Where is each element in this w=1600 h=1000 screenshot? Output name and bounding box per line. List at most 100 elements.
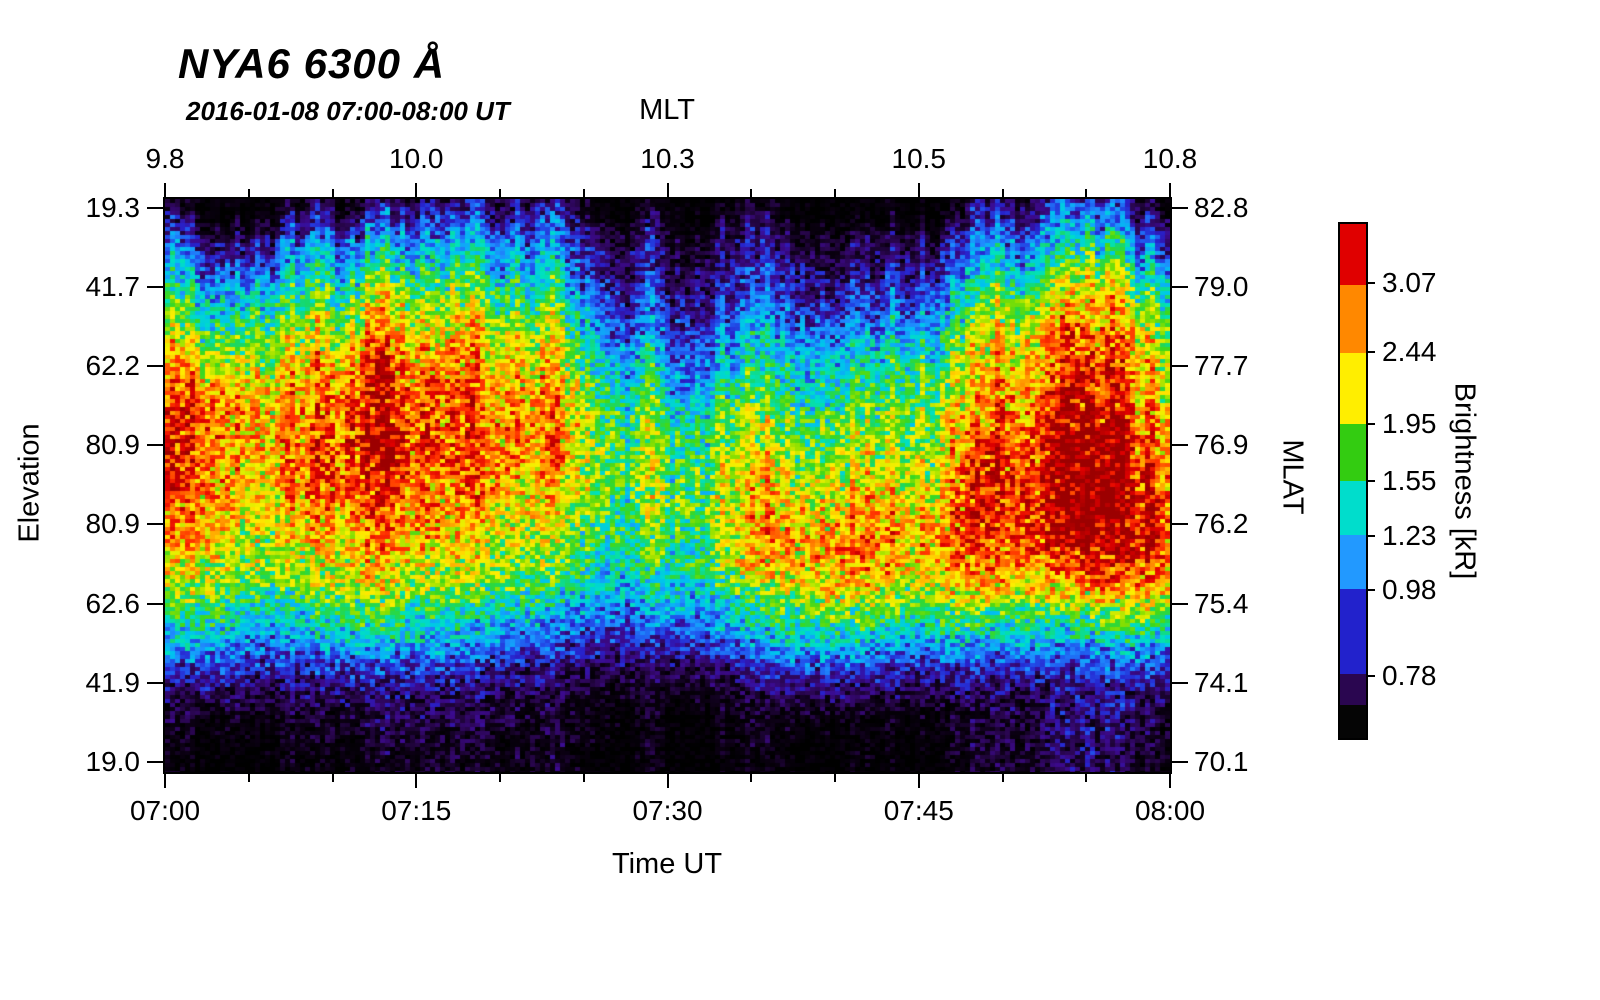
top-axis-minor-tick xyxy=(499,189,501,197)
left-axis-tick-label: 62.6 xyxy=(85,587,141,619)
colorbar-block xyxy=(1340,704,1366,739)
bottom-axis-minor-tick xyxy=(750,774,753,782)
colorbar-block xyxy=(1340,284,1366,354)
left-axis-tick-label: 80.9 xyxy=(85,508,141,540)
colorbar-tick-mark xyxy=(1368,351,1375,354)
bottom-axis-tick-mark xyxy=(1169,774,1171,788)
bottom-axis-minor-tick xyxy=(331,774,334,782)
top-axis-minor-tick xyxy=(582,189,585,197)
left-axis-tick-mark xyxy=(147,681,163,684)
right-axis-tick-mark xyxy=(1172,681,1188,684)
right-axis-tick-label: 77.7 xyxy=(1194,349,1249,381)
colorbar-tick-label: 2.44 xyxy=(1382,336,1437,368)
bottom-axis-minor-tick xyxy=(1001,774,1004,782)
left-axis-tick-mark xyxy=(147,206,163,209)
top-axis-minor-tick xyxy=(247,189,250,197)
colorbar-block xyxy=(1340,224,1366,286)
bottom-axis-minor-tick xyxy=(1085,774,1088,782)
bottom-axis-minor-tick xyxy=(582,774,585,782)
right-axis-tick-label: 76.9 xyxy=(1194,429,1249,461)
colorbar-block xyxy=(1340,674,1366,706)
left-axis-tick-mark xyxy=(147,760,163,763)
top-axis-tick-mark xyxy=(666,183,669,197)
bottom-axis-title: Time UT xyxy=(611,848,723,880)
colorbar-block xyxy=(1340,588,1366,675)
right-axis-tick-mark xyxy=(1172,206,1188,209)
top-axis-tick-label: 10.3 xyxy=(640,143,695,174)
left-axis-tick-label: 41.7 xyxy=(85,270,141,302)
right-axis-tick-label: 82.8 xyxy=(1194,191,1249,223)
colorbar-tick-mark xyxy=(1368,423,1375,426)
colorbar-block xyxy=(1340,424,1366,482)
top-axis-minor-tick xyxy=(1085,189,1088,197)
colorbar-tick-mark xyxy=(1368,674,1375,677)
right-axis-tick-mark xyxy=(1172,523,1188,526)
right-axis-tick-mark xyxy=(1172,760,1188,763)
right-axis-tick-label: 70.1 xyxy=(1194,745,1249,777)
right-axis-tick-label: 74.1 xyxy=(1194,666,1249,698)
left-axis-tick-label: 41.9 xyxy=(85,666,141,698)
left-axis-tick-mark xyxy=(147,364,163,367)
bottom-axis-tick-label: 07:30 xyxy=(632,795,703,826)
right-axis-title: MLAT xyxy=(1276,439,1309,515)
colorbar-tick-label: 1.23 xyxy=(1382,519,1437,551)
left-axis-tick-label: 19.3 xyxy=(85,191,141,223)
bottom-axis-tick-label: 07:45 xyxy=(883,795,954,826)
chart-subtitle: 2016-01-08 07:00-08:00 UT xyxy=(186,96,510,126)
top-axis-minor-tick xyxy=(1001,189,1004,197)
right-axis-tick-mark xyxy=(1172,602,1188,605)
right-axis-tick-label: 79.0 xyxy=(1194,270,1249,302)
colorbar-tick-mark xyxy=(1368,480,1375,482)
bottom-axis-tick-mark xyxy=(415,774,418,788)
top-axis-tick-mark xyxy=(1169,183,1171,197)
bottom-axis-tick-label: 07:15 xyxy=(381,795,452,826)
bottom-axis-tick-label: 07:00 xyxy=(129,795,201,826)
top-axis-title: MLT xyxy=(639,94,695,126)
chart-title: NYA6 6300 Å xyxy=(178,40,446,87)
top-axis-minor-tick xyxy=(750,189,753,197)
colorbar-tick-mark xyxy=(1368,588,1375,591)
right-axis-tick-mark xyxy=(1172,444,1188,447)
colorbar xyxy=(1338,222,1368,740)
right-axis-tick-mark xyxy=(1172,285,1188,288)
left-axis-tick-label: 62.2 xyxy=(85,349,141,381)
top-axis-minor-tick xyxy=(834,189,836,197)
colorbar-tick-label: 3.07 xyxy=(1382,267,1437,299)
left-axis-tick-label: 19.0 xyxy=(85,745,141,777)
heatmap-canvas xyxy=(165,199,1170,772)
colorbar-title: Brightness [kR] xyxy=(1448,382,1481,580)
bottom-axis-tick-label: 08:00 xyxy=(1134,795,1206,826)
top-axis-tick-mark xyxy=(415,183,418,197)
colorbar-block xyxy=(1340,535,1366,590)
bottom-axis-minor-tick xyxy=(247,774,250,782)
colorbar-block xyxy=(1340,481,1366,536)
colorbar-tick-label: 0.78 xyxy=(1382,659,1437,691)
bottom-axis-minor-tick xyxy=(499,774,501,782)
left-axis-tick-mark xyxy=(147,523,163,526)
left-axis-tick-mark xyxy=(147,444,163,447)
left-axis-tick-mark xyxy=(147,602,163,605)
top-axis-tick-label: 10.8 xyxy=(1142,143,1198,174)
left-axis-tick-mark xyxy=(147,285,163,288)
bottom-axis-tick-mark xyxy=(666,774,669,788)
colorbar-tick-mark xyxy=(1368,282,1375,285)
colorbar-tick-label: 0.98 xyxy=(1382,573,1437,605)
bottom-axis-tick-mark xyxy=(917,774,920,788)
right-axis-tick-mark xyxy=(1172,364,1188,367)
top-axis-minor-tick xyxy=(331,189,334,197)
heatmap-plot-area xyxy=(163,197,1172,774)
colorbar-tick-mark xyxy=(1368,534,1375,537)
left-axis-tick-label: 80.9 xyxy=(85,429,141,461)
colorbar-tick-label: 1.55 xyxy=(1382,465,1437,496)
top-axis-tick-label: 10.0 xyxy=(389,143,444,174)
top-axis-tick-mark xyxy=(917,183,920,197)
right-axis-tick-label: 75.4 xyxy=(1194,587,1249,619)
bottom-axis-tick-mark xyxy=(164,774,166,788)
colorbar-block xyxy=(1340,353,1366,425)
top-axis-tick-label: 9.8 xyxy=(145,143,185,174)
right-axis-tick-label: 76.2 xyxy=(1194,508,1249,540)
bottom-axis-minor-tick xyxy=(834,774,836,782)
colorbar-tick-label: 1.95 xyxy=(1382,408,1437,440)
top-axis-tick-label: 10.5 xyxy=(891,143,947,174)
